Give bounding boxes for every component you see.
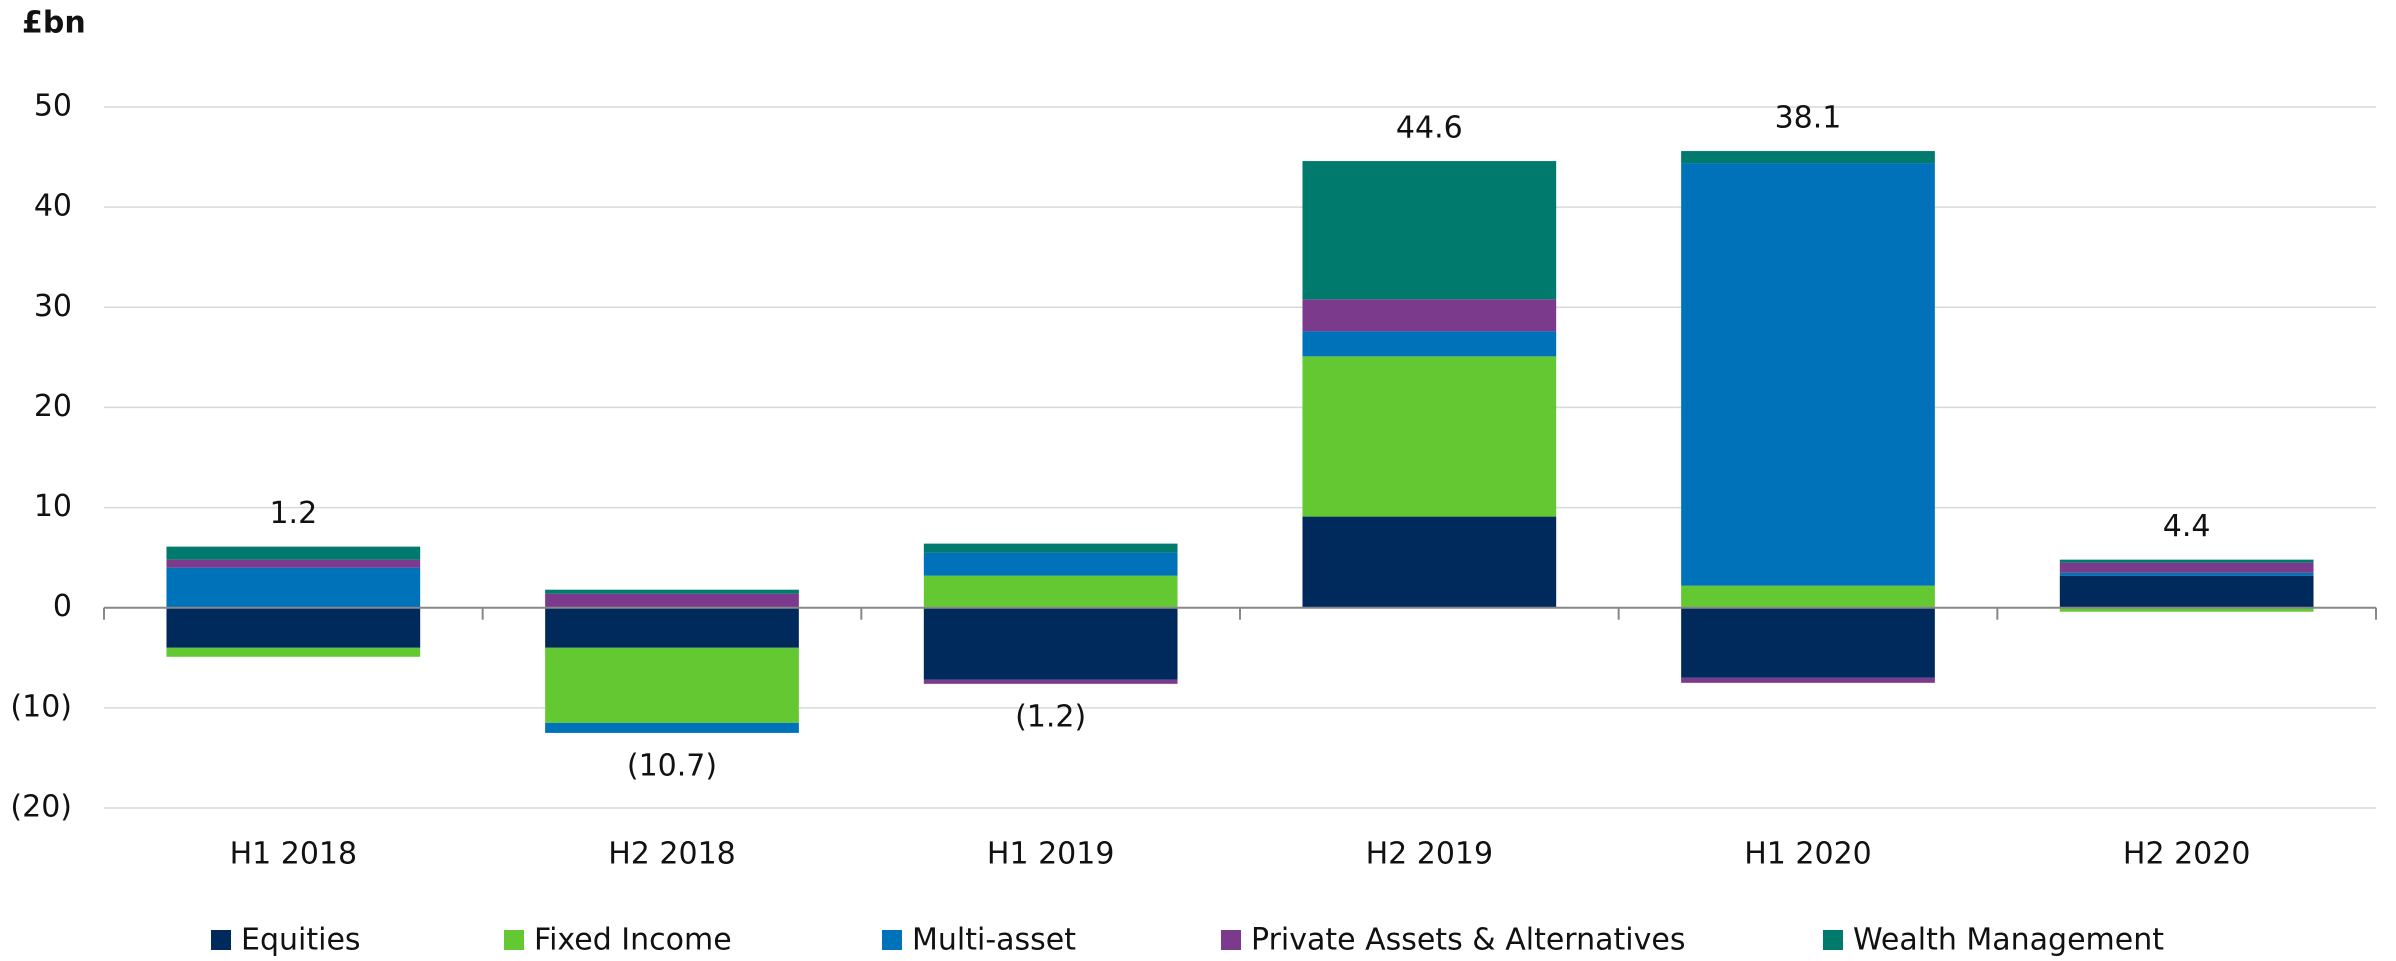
- total-label: 4.4: [2163, 509, 2211, 544]
- bar-segment: [1681, 163, 1935, 586]
- x-tick-label: H1 2018: [230, 837, 358, 872]
- legend-swatch: [882, 930, 902, 950]
- bar-segment: [923, 543, 1178, 553]
- bar-segment: [1302, 331, 1557, 357]
- bar-segment: [1302, 299, 1557, 332]
- bar-segment: [166, 607, 421, 648]
- y-tick-label: 0: [53, 589, 72, 624]
- bar-segment: [1681, 677, 1935, 683]
- total-label: 1.2: [269, 496, 317, 531]
- x-tick-label: H1 2019: [987, 837, 1115, 872]
- bar-segment: [923, 607, 1178, 680]
- bar-segment: [1681, 607, 1935, 678]
- y-tick-label: (10): [10, 689, 72, 724]
- legend-label: Fixed Income: [534, 923, 732, 958]
- bar-segment: [545, 589, 799, 594]
- bar-segment: [1302, 356, 1557, 517]
- y-tick-label: 30: [34, 289, 72, 324]
- total-label: (10.7): [627, 748, 717, 783]
- total-label: 44.6: [1396, 111, 1463, 146]
- legend-swatch: [504, 930, 524, 950]
- bar-segment: [166, 546, 421, 560]
- bar-segment: [545, 607, 799, 648]
- legend-label: Private Assets & Alternatives: [1251, 923, 1685, 958]
- x-tick-label: H2 2020: [2123, 837, 2251, 872]
- x-tick-label: H2 2018: [608, 837, 736, 872]
- bar-segment: [2059, 575, 2314, 608]
- bar-segment: [545, 722, 799, 733]
- y-tick-label: 20: [34, 389, 72, 424]
- y-tick-label: 50: [34, 89, 72, 124]
- bar-segment: [166, 567, 421, 608]
- total-label: 38.1: [1775, 101, 1842, 136]
- legend-swatch: [1823, 930, 1843, 950]
- total-label: (1.2): [1015, 699, 1086, 734]
- x-tick-label: H1 2020: [1744, 837, 1872, 872]
- bar-segment: [2059, 607, 2314, 612]
- bar-segment: [2059, 562, 2314, 573]
- y-tick-label: 40: [34, 189, 72, 224]
- bar-segment: [166, 647, 421, 657]
- bar-segment: [545, 593, 799, 608]
- bar-segment: [1302, 516, 1557, 608]
- bar-segment: [1302, 161, 1557, 300]
- bar-segment: [1681, 585, 1935, 608]
- y-tick-label: 10: [34, 489, 72, 524]
- legend-label: Equities: [241, 923, 361, 958]
- bar-segment: [2059, 559, 2314, 563]
- bar-segment: [166, 559, 421, 568]
- bar-segment: [2059, 572, 2314, 576]
- x-tick-label: H2 2019: [1366, 837, 1494, 872]
- y-tick-label: (20): [10, 790, 72, 825]
- legend-swatch: [1221, 930, 1241, 950]
- legend-label: Multi-asset: [912, 923, 1076, 958]
- bar-segment: [545, 647, 799, 723]
- bar-segment: [923, 552, 1178, 576]
- legend-label: Wealth Management: [1853, 923, 2164, 958]
- legend-swatch: [211, 930, 231, 950]
- bar-segment: [923, 575, 1178, 608]
- bar-segment: [1681, 151, 1935, 164]
- y-axis-label: £bn: [22, 6, 86, 41]
- bar-segment: [923, 679, 1178, 684]
